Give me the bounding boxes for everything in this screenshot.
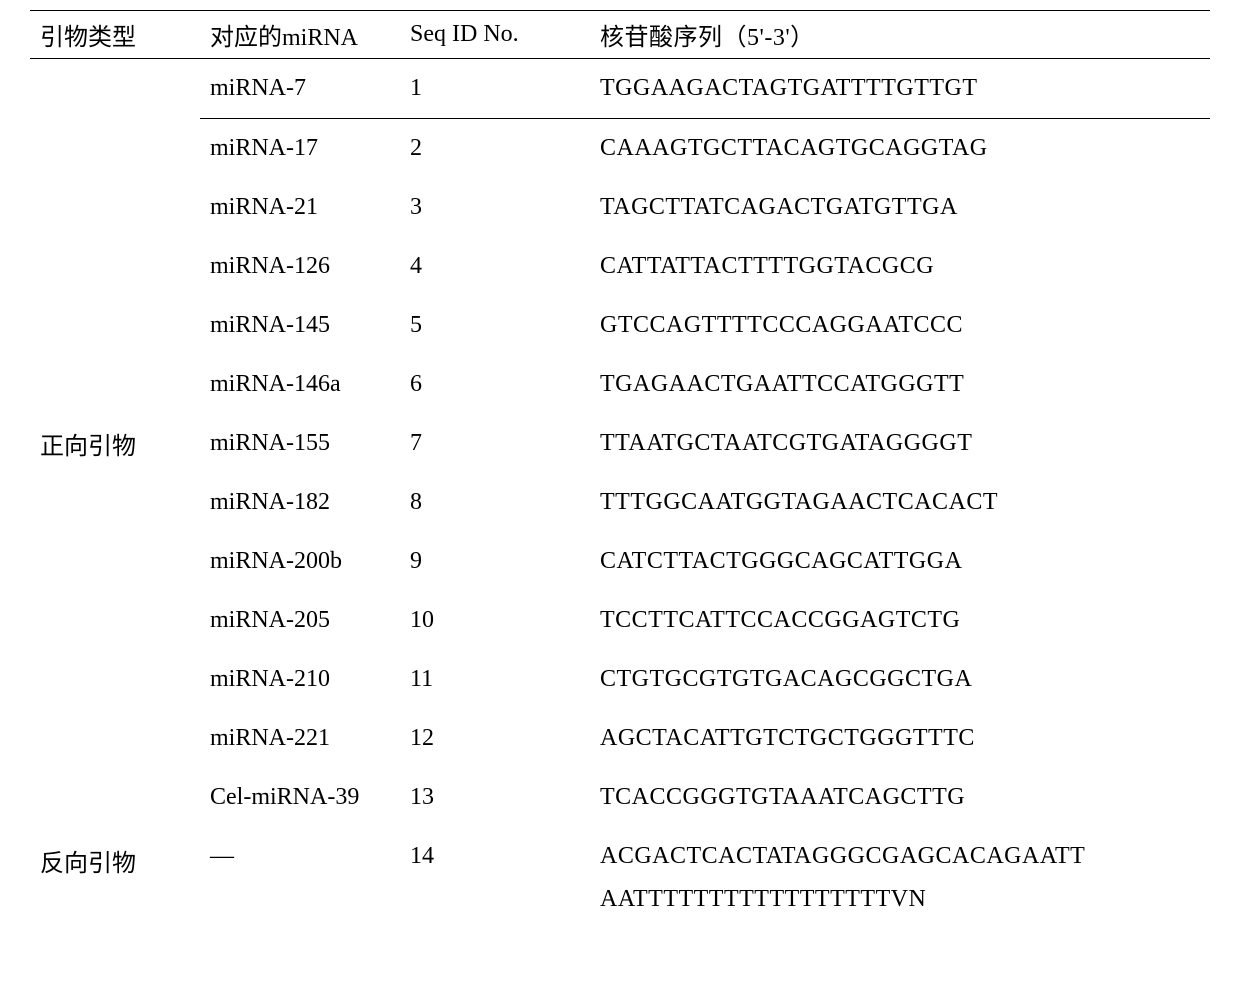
cell-sequence: ACGACTCACTATAGGGCGAGCACAGAATT [590,827,1210,886]
cell-seqid: 14 [400,827,590,886]
cell-mirna: miRNA-21 [200,178,400,237]
forward-primer-label: 正向引物 [30,59,200,828]
cell-sequence: AGCTACATTGTCTGCTGGGTTTC [590,709,1210,768]
reverse-primer-label: 反向引物 [30,827,200,929]
cell-mirna: miRNA-200b [200,532,400,591]
cell-sequence: TCACCGGGTGTAAATCAGCTTG [590,768,1210,827]
header-type: 引物类型 [30,11,200,59]
cell-sequence-continuation: AATTTTTTTTTTTTTTTTTVN [590,886,1210,929]
table-row: miRNA-145 5 GTCCAGTTTTCCCAGGAATCCC [30,296,1210,355]
cell-sequence: TTTGGCAATGGTAGAACTCACACT [590,473,1210,532]
cell-mirna: miRNA-210 [200,650,400,709]
cell-seqid: 10 [400,591,590,650]
cell-mirna: miRNA-17 [200,119,400,179]
cell-seqid: 12 [400,709,590,768]
table-row: 正向引物 miRNA-7 1 TGGAAGACTAGTGATTTTGTTGT [30,59,1210,119]
cell-seqid: 8 [400,473,590,532]
cell-sequence: CTGTGCGTGTGACAGCGGCTGA [590,650,1210,709]
cell-sequence: CAAAGTGCTTACAGTGCAGGTAG [590,119,1210,179]
header-mirna: 对应的miRNA [200,11,400,59]
cell-sequence: GTCCAGTTTTCCCAGGAATCCC [590,296,1210,355]
cell-seqid: 11 [400,650,590,709]
cell-mirna: miRNA-205 [200,591,400,650]
table-row: miRNA-126 4 CATTATTACTTTTGGTACGCG [30,237,1210,296]
table-row: miRNA-221 12 AGCTACATTGTCTGCTGGGTTTC [30,709,1210,768]
cell-seqid: 4 [400,237,590,296]
table-row: miRNA-21 3 TAGCTTATCAGACTGATGTTGA [30,178,1210,237]
table-row: miRNA-210 11 CTGTGCGTGTGACAGCGGCTGA [30,650,1210,709]
table-row: miRNA-205 10 TCCTTCATTCCACCGGAGTCTG [30,591,1210,650]
table-row: 反向引物 — 14 ACGACTCACTATAGGGCGAGCACAGAATT [30,827,1210,886]
primer-table: 引物类型 对应的miRNA Seq ID No. 核苷酸序列（5'-3'） 正向… [30,10,1210,929]
cell-mirna: — [200,827,400,886]
cell-seqid: 5 [400,296,590,355]
cell-mirna: miRNA-7 [200,59,400,119]
cell-mirna: miRNA-146a [200,355,400,414]
header-seqid: Seq ID No. [400,11,590,59]
table-row: miRNA-200b 9 CATCTTACTGGGCAGCATTGGA [30,532,1210,591]
cell-mirna: miRNA-221 [200,709,400,768]
cell-mirna: miRNA-126 [200,237,400,296]
cell-sequence: TCCTTCATTCCACCGGAGTCTG [590,591,1210,650]
cell-mirna-empty [200,886,400,929]
cell-mirna: miRNA-182 [200,473,400,532]
table-row: Cel-miRNA-39 13 TCACCGGGTGTAAATCAGCTTG [30,768,1210,827]
table-header-row: 引物类型 对应的miRNA Seq ID No. 核苷酸序列（5'-3'） [30,11,1210,59]
cell-seqid: 6 [400,355,590,414]
cell-seqid-empty [400,886,590,929]
cell-sequence: TTAATGCTAATCGTGATAGGGGT [590,414,1210,473]
table-row: miRNA-155 7 TTAATGCTAATCGTGATAGGGGT [30,414,1210,473]
table-row-continuation: AATTTTTTTTTTTTTTTTTVN [30,886,1210,929]
cell-sequence: TGAGAACTGAATTCCATGGGTT [590,355,1210,414]
cell-seqid: 13 [400,768,590,827]
table-row: miRNA-17 2 CAAAGTGCTTACAGTGCAGGTAG [30,119,1210,179]
cell-seqid: 3 [400,178,590,237]
cell-mirna: Cel-miRNA-39 [200,768,400,827]
cell-seqid: 9 [400,532,590,591]
cell-sequence: CATTATTACTTTTGGTACGCG [590,237,1210,296]
table-row: miRNA-182 8 TTTGGCAATGGTAGAACTCACACT [30,473,1210,532]
cell-sequence: TAGCTTATCAGACTGATGTTGA [590,178,1210,237]
cell-seqid: 1 [400,59,590,119]
cell-seqid: 2 [400,119,590,179]
header-sequence: 核苷酸序列（5'-3'） [590,11,1210,59]
table-row: miRNA-146a 6 TGAGAACTGAATTCCATGGGTT [30,355,1210,414]
cell-sequence: TGGAAGACTAGTGATTTTGTTGT [590,59,1210,119]
cell-mirna: miRNA-155 [200,414,400,473]
cell-seqid: 7 [400,414,590,473]
cell-mirna: miRNA-145 [200,296,400,355]
cell-sequence: CATCTTACTGGGCAGCATTGGA [590,532,1210,591]
